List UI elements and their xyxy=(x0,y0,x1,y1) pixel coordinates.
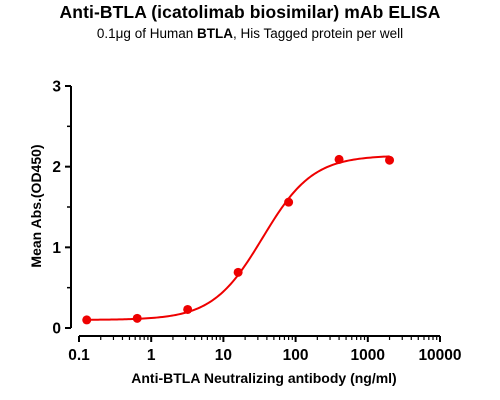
fit-curve xyxy=(86,155,390,321)
y-tick-label-1: 1 xyxy=(52,240,61,257)
y-axis-title: Mean Abs.(OD450) xyxy=(28,144,44,267)
x-tick-label-10000: 10000 xyxy=(418,347,461,364)
subtitle-prefix: 0.1μg of Human xyxy=(96,26,197,41)
x-tick-label-0.1: 0.1 xyxy=(68,347,90,364)
data-point xyxy=(82,315,92,325)
ticks: 0 1 2 3 0.1 1 10 100 1000 10000 xyxy=(52,79,461,365)
x-axis-title: Anti-BTLA Neutralizing antibody (ng/ml) xyxy=(131,370,396,386)
data-point xyxy=(284,197,294,207)
y-tick-label-3: 3 xyxy=(52,79,61,96)
chart-title: Anti-BTLA (icatolimab biosimilar) mAb EL… xyxy=(59,2,441,22)
data-point xyxy=(132,313,142,323)
x-tick-label-10: 10 xyxy=(215,347,232,364)
data-point xyxy=(233,267,243,277)
subtitle-suffix: , His Tagged protein per well xyxy=(232,26,404,41)
fit-curve-layer xyxy=(86,155,390,321)
data-point xyxy=(334,154,344,164)
data-points-layer xyxy=(82,154,395,325)
axes xyxy=(70,86,440,337)
x-tick-label-1000: 1000 xyxy=(351,347,385,364)
data-point xyxy=(183,304,193,314)
data-point xyxy=(385,155,395,165)
subtitle-protein-name: BTLA xyxy=(196,26,233,41)
x-tick-label-1: 1 xyxy=(147,347,156,364)
y-tick-label-2: 2 xyxy=(52,159,61,176)
y-tick-label-0: 0 xyxy=(52,321,61,338)
chart-subtitle: 0.1μg of Human BTLA, His Tagged protein … xyxy=(0,26,500,41)
x-tick-label-100: 100 xyxy=(283,347,309,364)
